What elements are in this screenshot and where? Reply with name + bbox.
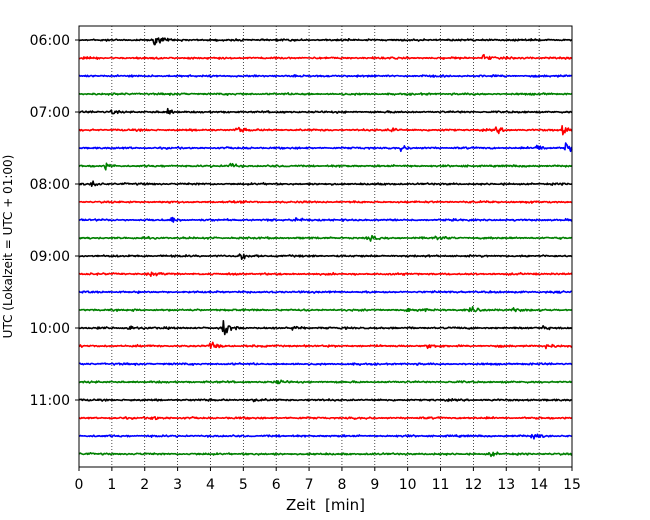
trace-1000 <box>78 319 573 336</box>
x-axis-label: Zeit [min] <box>286 496 365 514</box>
x-tick-label: 15 <box>563 477 581 493</box>
x-axis-ticks: 0 1 2 3 4 5 6 7 8 9 10 11 12 13 14 15 <box>75 467 581 493</box>
y-tick-label: 06:00 <box>30 33 70 49</box>
x-tick-label: 8 <box>337 477 346 493</box>
y-tick-label: 09:00 <box>30 249 70 265</box>
trace-1045 <box>78 379 573 385</box>
trace-0815 <box>78 200 573 204</box>
trace-0800 <box>78 180 573 188</box>
trace-0845 <box>78 234 573 242</box>
x-tick-label: 1 <box>107 477 116 493</box>
x-tick-label: 11 <box>432 477 450 493</box>
trace-0745 <box>78 162 573 171</box>
x-tick-label: 9 <box>370 477 379 493</box>
x-tick-label: 5 <box>239 477 248 493</box>
trace-0615 <box>78 53 573 60</box>
seismogram-traces <box>78 37 573 458</box>
trace-0645 <box>78 92 573 96</box>
trace-0600 <box>78 37 573 46</box>
x-tick-label: 12 <box>464 477 482 493</box>
trace-0715 <box>78 125 573 136</box>
trace-1100 <box>78 398 573 403</box>
trace-1115 <box>78 416 573 421</box>
trace-0945 <box>78 305 573 313</box>
trace-0915 <box>78 271 573 278</box>
plot-frame <box>78 25 573 468</box>
trace-0930 <box>78 290 573 295</box>
trace-1130 <box>78 433 573 440</box>
trace-0700 <box>78 107 573 115</box>
y-tick-label: 10:00 <box>30 321 70 337</box>
x-tick-label: 3 <box>173 477 182 493</box>
trace-0730 <box>78 142 573 153</box>
y-tick-label: 11:00 <box>30 393 70 409</box>
x-tick-label: 6 <box>272 477 281 493</box>
trace-1015 <box>78 341 573 350</box>
y-axis-label: UTC (Lokalzeit = UTC + 01:00) <box>1 155 15 339</box>
x-tick-label: 14 <box>530 477 548 493</box>
x-tick-label: 4 <box>206 477 215 493</box>
trace-0900 <box>78 253 573 261</box>
x-tick-label: 13 <box>497 477 515 493</box>
trace-1145 <box>78 451 573 458</box>
x-tick-label: 7 <box>305 477 314 493</box>
y-tick-label: 08:00 <box>30 177 70 193</box>
trace-0830 <box>78 216 573 223</box>
y-tick-label: 07:00 <box>30 105 70 121</box>
trace-1030 <box>78 362 573 366</box>
y-axis-ticks: 06:00 07:00 08:00 09:00 10:00 11:00 <box>30 33 79 409</box>
trace-0630 <box>78 74 573 78</box>
x-tick-label: 2 <box>140 477 149 493</box>
x-tick-label: 0 <box>75 477 84 493</box>
x-tick-label: 10 <box>399 477 417 493</box>
